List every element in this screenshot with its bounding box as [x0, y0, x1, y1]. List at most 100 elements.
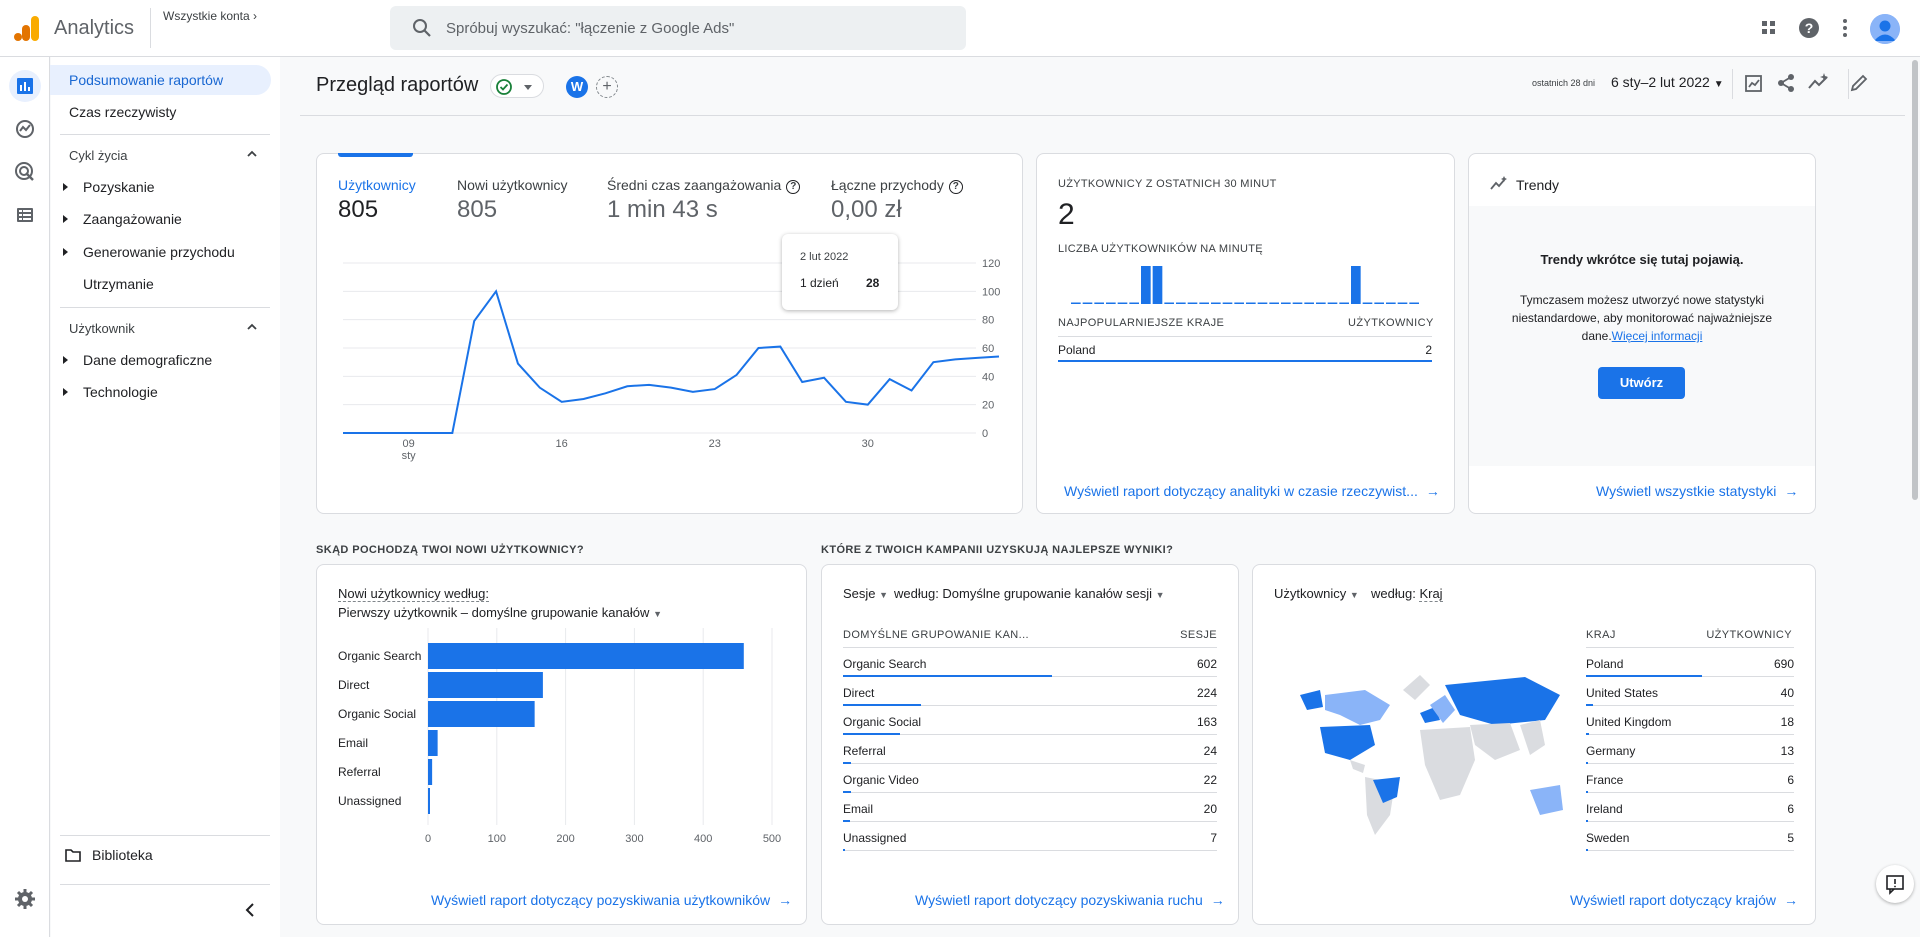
expand-arrow-icon: [63, 183, 68, 191]
comparison-chip[interactable]: W: [566, 76, 588, 98]
nav-realtime[interactable]: Czas rzeczywisty: [69, 104, 177, 120]
explore-icon[interactable]: [13, 117, 37, 141]
metric-label-engagement[interactable]: Średni czas zaangażowania?: [607, 177, 801, 194]
sessions-metric-dropdown[interactable]: Sesje ▼: [843, 586, 888, 601]
overview-card: [316, 153, 1023, 514]
minute-bar: [1292, 302, 1303, 304]
search-input[interactable]: [446, 6, 946, 50]
table-divider: [843, 850, 1217, 851]
edit-icon[interactable]: [1848, 72, 1870, 94]
help-icon[interactable]: ?: [786, 180, 801, 194]
search-bar[interactable]: [390, 6, 966, 50]
date-range-prefix[interactable]: ostatnich 28 dni: [1532, 78, 1596, 88]
table-cell-label[interactable]: Germany: [1586, 744, 1636, 758]
nav-section-lifecycle[interactable]: Cykl życia: [69, 148, 128, 163]
date-range-picker[interactable]: 6 sty–2 lut 2022 ▼: [1611, 74, 1724, 90]
trending-icon: [1490, 176, 1508, 192]
selected-metric-indicator: [338, 153, 413, 157]
y-tick-label: 20: [982, 400, 994, 412]
metric-label-revenue[interactable]: Łączne przychody?: [831, 177, 963, 194]
countries-metric-dropdown[interactable]: Użytkownicy ▼: [1274, 586, 1359, 601]
help-icon[interactable]: ?: [948, 180, 963, 194]
help-icon[interactable]: ?: [1797, 16, 1821, 40]
expand-arrow-icon: [63, 248, 68, 256]
minute-bar: [1269, 302, 1279, 304]
table-cell-label[interactable]: Organic Social: [843, 715, 922, 729]
table-cell-label[interactable]: United Kingdom: [1586, 715, 1672, 729]
minute-bar: [1351, 266, 1361, 304]
collapse-nav-icon[interactable]: [244, 903, 256, 917]
admin-gear-icon[interactable]: [13, 887, 37, 911]
user-acquisition-link[interactable]: Wyświetl raport dotyczący pozyskiwania u…: [431, 892, 792, 908]
table-row-bar: [843, 791, 851, 793]
customize-report-icon[interactable]: [1743, 72, 1765, 94]
nav-item-engagement[interactable]: Zaangażowanie: [83, 211, 182, 227]
chevron-up-icon[interactable]: [246, 321, 258, 333]
app-name[interactable]: Analytics: [54, 17, 135, 39]
advertising-icon[interactable]: [13, 160, 37, 184]
table-cell-label[interactable]: Poland: [1586, 657, 1624, 671]
sessions-col-sessions[interactable]: SESJE: [1180, 629, 1217, 641]
table-cell-label[interactable]: United States: [1586, 686, 1659, 700]
all-insights-link[interactable]: Wyświetl wszystkie statystyki →: [1596, 483, 1798, 499]
nav-reports-snapshot[interactable]: Podsumowanie raportów: [69, 72, 224, 88]
status-dropdown[interactable]: [490, 74, 544, 98]
table-row-bar: [1586, 675, 1703, 677]
add-comparison-button[interactable]: +: [596, 76, 618, 98]
table-cell-label[interactable]: Ireland: [1586, 802, 1623, 816]
nav-item-monetization[interactable]: Generowanie przychodu: [83, 244, 235, 260]
account-breadcrumb[interactable]: Wszystkie konta ›: [163, 9, 257, 23]
metric-label-new-users[interactable]: Nowi użytkownicy: [457, 177, 568, 193]
apps-grid-icon[interactable]: [1757, 16, 1781, 40]
nav-item-technology[interactable]: Technologie: [83, 384, 158, 400]
countries-by-value: Kraj: [1419, 586, 1443, 602]
nav-section-user[interactable]: Użytkownik: [69, 321, 135, 336]
table-cell-label[interactable]: Organic Search: [843, 657, 927, 671]
sessions-card: [821, 564, 1239, 925]
nav-item-demographics[interactable]: Dane demograficzne: [83, 352, 213, 368]
rt-country-cell[interactable]: Poland: [1058, 343, 1096, 357]
table-cell-label[interactable]: France: [1586, 773, 1624, 787]
countries-col-users[interactable]: UŻYTKOWNICY: [1706, 629, 1792, 641]
nav-item-acquisition[interactable]: Pozyskanie: [83, 179, 155, 195]
countries-dimension[interactable]: według: Kraj: [1371, 586, 1443, 602]
nav-item-retention[interactable]: Utrzymanie: [83, 276, 154, 292]
table-divider: [1586, 821, 1794, 822]
search-icon: [412, 18, 432, 38]
table-cell-label[interactable]: Sweden: [1586, 831, 1630, 845]
metric-label-users[interactable]: Użytkownicy: [338, 177, 416, 193]
account-avatar[interactable]: [1870, 14, 1900, 44]
rt-row-bar: [1058, 360, 1432, 362]
new-users-dimension[interactable]: Pierwszy użytkownik – domyślne grupowani…: [338, 605, 662, 620]
create-insight-button[interactable]: Utwórz: [1598, 367, 1685, 399]
insights-icon[interactable]: [1807, 72, 1829, 94]
minute-bar: [1409, 302, 1419, 304]
table-cell-label[interactable]: Unassigned: [843, 831, 907, 845]
sessions-col-channel[interactable]: DOMYŚLNE GRUPOWANIE KAN...: [843, 629, 1030, 641]
chevron-up-icon[interactable]: [246, 148, 258, 160]
realtime-report-link[interactable]: Wyświetl raport dotyczący analityki w cz…: [1064, 483, 1440, 499]
reports-icon[interactable]: [13, 74, 37, 98]
nav-library[interactable]: Biblioteka: [92, 847, 153, 863]
page-scrollbar[interactable]: [1912, 60, 1918, 500]
table-cell-label[interactable]: Organic Video: [843, 773, 919, 787]
countries-report-link[interactable]: Wyświetl raport dotyczący krajów →: [1570, 892, 1798, 908]
traffic-acquisition-link[interactable]: Wyświetl raport dotyczący pozyskiwania r…: [915, 892, 1225, 908]
expand-arrow-icon: [63, 356, 68, 364]
configure-icon[interactable]: [13, 203, 37, 227]
countries-col-country[interactable]: KRAJ: [1586, 629, 1616, 641]
minute-bar: [1164, 302, 1174, 304]
learn-more-link[interactable]: Więcej informacji: [1611, 329, 1703, 343]
new-users-label[interactable]: Nowi użytkownicy według:: [338, 586, 490, 602]
folder-icon[interactable]: [65, 848, 81, 862]
share-icon[interactable]: [1775, 72, 1797, 94]
table-row-bar: [843, 849, 846, 851]
analytics-logo-icon[interactable]: [14, 14, 40, 42]
bar-category-label: Unassigned: [338, 794, 401, 808]
feedback-button[interactable]: [1876, 865, 1914, 903]
more-vert-icon[interactable]: [1833, 16, 1857, 40]
table-cell-label[interactable]: Referral: [843, 744, 886, 758]
table-cell-label[interactable]: Email: [843, 802, 874, 816]
table-cell-label[interactable]: Direct: [843, 686, 875, 700]
sessions-dimension-dropdown[interactable]: według: Domyślne grupowanie kanałów sesj…: [894, 586, 1165, 601]
